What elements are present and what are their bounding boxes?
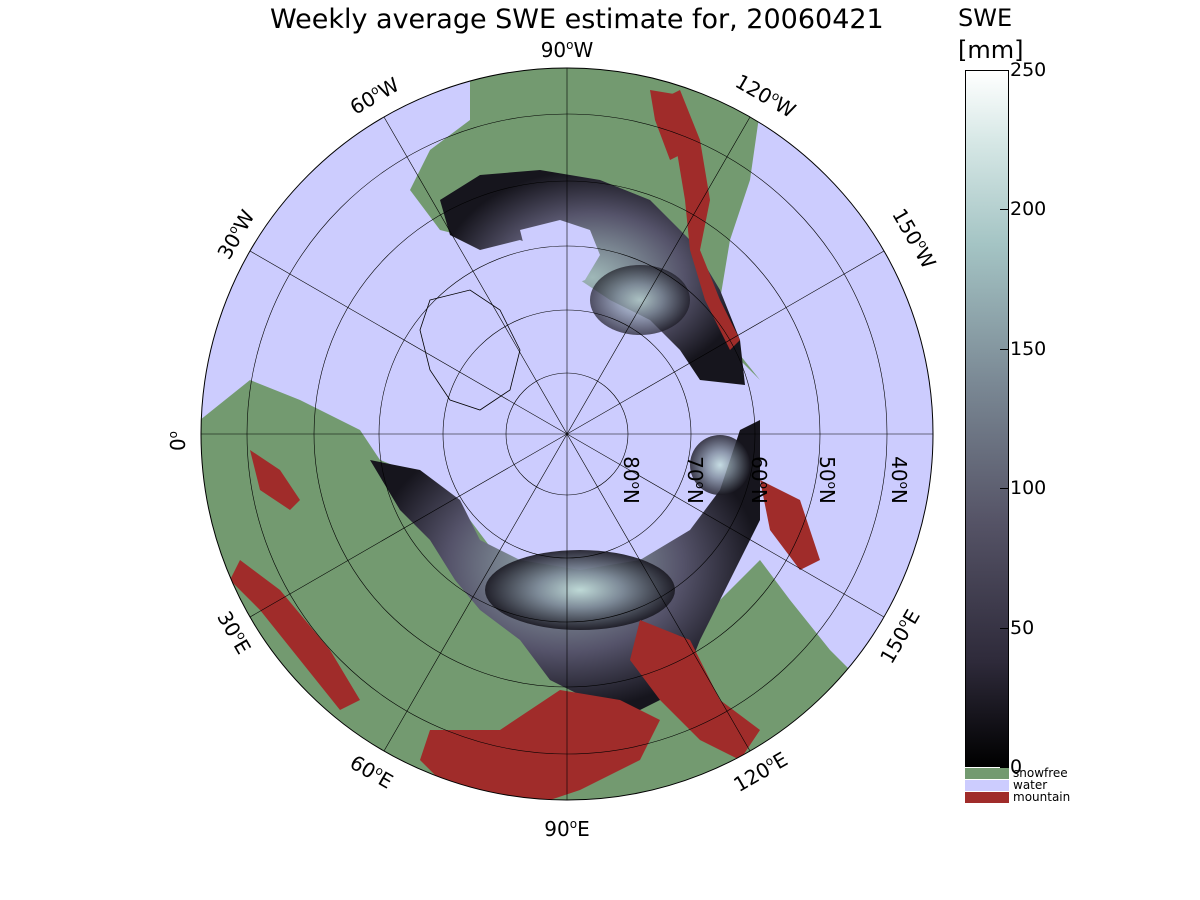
colorbar-tick-mark bbox=[1000, 209, 1009, 211]
canada-snow-peak bbox=[590, 265, 690, 335]
colorbar-tick-mark bbox=[1000, 488, 1009, 490]
legend-swatch-water bbox=[965, 780, 1009, 791]
colorbar-tick-label: 250 bbox=[1010, 59, 1047, 81]
scandinavian-mountains bbox=[250, 450, 300, 510]
greenland bbox=[419, 289, 521, 411]
alaska-mountains bbox=[650, 90, 690, 160]
lat-label-60n: 60oN bbox=[747, 456, 771, 504]
colorbar-title-line2: [mm] bbox=[958, 36, 1024, 64]
colorbar-title: SWE [mm] bbox=[958, 2, 1023, 66]
legend-label-snowfree: snowfree bbox=[1013, 766, 1068, 780]
legend-label-mountain: mountain bbox=[1013, 790, 1071, 804]
legend-swatch-snowfree bbox=[965, 768, 1009, 779]
colorbar-tick-mark bbox=[1000, 767, 1009, 768]
colorbar-tick-label: 100 bbox=[1010, 477, 1047, 500]
legend-swatch-mountain bbox=[965, 792, 1009, 803]
polar-map: 90oW 90oE 60oW 30oW 0o 30oE 60oE 120oE 1… bbox=[166, 38, 940, 841]
lat-label-70n: 70oN bbox=[683, 456, 707, 504]
lon-label-90e: 90oE bbox=[544, 817, 589, 841]
colorbar-tick-mark bbox=[1000, 627, 1009, 629]
lat-label-40n: 40oN bbox=[887, 456, 911, 504]
lon-label-150w: 150oW bbox=[887, 204, 940, 273]
central-asia-mountains bbox=[420, 690, 660, 800]
hudson-bay bbox=[520, 220, 600, 290]
colorbar bbox=[965, 70, 1009, 767]
colorbar-tick-label: 200 bbox=[1010, 198, 1047, 221]
colorbar-tick-label: 150 bbox=[1010, 337, 1047, 360]
east-siberia-snow bbox=[690, 435, 750, 495]
kamchatka-mountains bbox=[760, 480, 820, 570]
european-mountains bbox=[230, 560, 360, 710]
lon-label-0: 0o bbox=[166, 431, 190, 451]
meridian-lines bbox=[201, 68, 933, 800]
lat-label-80n: 80oN bbox=[619, 456, 643, 504]
east-asia-mountains bbox=[630, 620, 760, 760]
lon-label-90w: 90oW bbox=[541, 38, 594, 62]
colorbar-tick-mark bbox=[1000, 70, 1009, 71]
siberia-deep-snow bbox=[485, 550, 675, 630]
north-america-snow-cover bbox=[440, 170, 745, 385]
map-boundary bbox=[200, 67, 934, 801]
lon-label-60e: 60oE bbox=[346, 750, 397, 794]
colorbar-title-line1: SWE bbox=[958, 4, 1013, 32]
map-title: Weekly average SWE estimate for, 2006042… bbox=[270, 4, 884, 35]
lon-label-120w: 120oW bbox=[731, 69, 800, 123]
legend-label-water: water bbox=[1013, 778, 1048, 792]
colorbar-tick-label: 0 bbox=[1010, 756, 1023, 778]
lat-label-50n: 50oN bbox=[815, 456, 839, 504]
colorbar-tick-mark bbox=[1000, 348, 1009, 350]
colorbar-tick-label: 50 bbox=[1010, 616, 1035, 639]
